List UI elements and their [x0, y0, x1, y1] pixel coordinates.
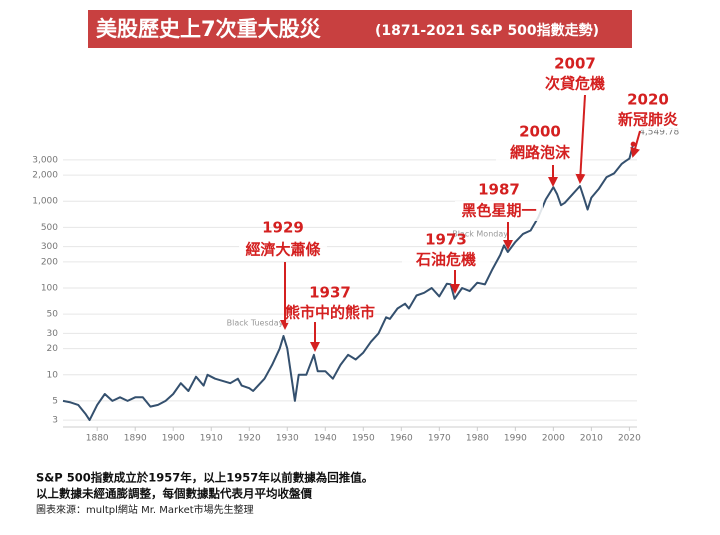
y-tick-label: 5 [52, 396, 58, 406]
annotation-bg [496, 143, 584, 163]
x-tick-label: 1960 [390, 434, 413, 444]
annotation-bg [239, 240, 327, 260]
data-line [62, 143, 635, 422]
annotation-bg [455, 201, 543, 221]
annotation-year: 2007 [554, 55, 596, 73]
annotation-year: 2020 [627, 91, 669, 109]
event-note: Black Tuesday [227, 319, 284, 328]
footnote: 圖表來源：multpl網站 Mr. Market市場先生整理 [36, 503, 254, 516]
annotation-label: 熊市中的熊市 [285, 304, 375, 322]
annotation-arrow [630, 130, 641, 158]
annotation-year: 1937 [309, 284, 351, 302]
chart-subtitle: (1871-2021 S&P 500指數走勢) [375, 22, 599, 39]
footnote: 以上數據未經通膨調整，每個數據點代表月平均收盤價 [36, 487, 312, 501]
y-tick-label: 100 [41, 284, 58, 294]
x-tick-label: 1910 [200, 434, 223, 444]
footnote: S&P 500指數成立於1957年，以上1957年以前數據為回推值。 [36, 471, 373, 485]
y-tick-label: 500 [41, 223, 58, 233]
x-tick-label: 2020 [618, 434, 641, 444]
chart-title: 美股歷史上7次重大股災 [96, 17, 322, 41]
x-tick-label: 1980 [466, 434, 489, 444]
event-note: Black Monday [452, 230, 508, 239]
x-tick-label: 1920 [238, 434, 261, 444]
annotation-label: 黑色星期一 [461, 202, 536, 220]
annotation-label: 石油危機 [415, 251, 476, 269]
annotation-arrow [575, 94, 586, 184]
annotation-label: 經濟大蕭條 [245, 241, 321, 259]
x-tick-label: 2010 [580, 434, 603, 444]
x-tick-label: 2000 [542, 434, 565, 444]
title-banner [88, 10, 632, 48]
annotation-bg [286, 303, 374, 323]
annotation-bg [604, 110, 692, 130]
annotation-year: 2000 [519, 123, 561, 141]
value-label: 4,549.78 [639, 128, 679, 138]
y-tick-label: 1,000 [32, 197, 58, 207]
end-point [630, 141, 636, 147]
y-tick-label: 200 [41, 257, 58, 267]
annotation-label: 網路泡沫 [510, 144, 571, 162]
x-tick-label: 1930 [276, 434, 299, 444]
annotation-year: 1987 [478, 181, 520, 199]
y-tick-label: 10 [47, 370, 59, 380]
x-tick-label: 1890 [124, 434, 147, 444]
y-tick-label: 3,000 [32, 155, 58, 165]
annotation-label: 新冠肺炎 [618, 111, 678, 129]
annotation-label: 次貸危機 [545, 75, 605, 93]
x-tick-label: 1940 [314, 434, 337, 444]
x-tick-label: 1900 [162, 434, 185, 444]
y-tick-label: 50 [47, 310, 59, 320]
y-tick-label: 300 [41, 242, 58, 252]
x-tick-label: 1990 [504, 434, 527, 444]
annotation-year: 1973 [425, 231, 467, 249]
x-tick-label: 1970 [428, 434, 451, 444]
annotation-year: 1929 [262, 219, 304, 237]
annotation-bg [402, 250, 490, 270]
y-tick-label: 3 [52, 416, 58, 426]
y-tick-label: 30 [47, 329, 59, 339]
annotation-bg [531, 74, 619, 94]
x-tick-label: 1950 [352, 434, 375, 444]
y-tick-label: 20 [47, 344, 59, 354]
x-tick-label: 1880 [86, 434, 109, 444]
y-tick-label: 2,000 [32, 171, 58, 181]
